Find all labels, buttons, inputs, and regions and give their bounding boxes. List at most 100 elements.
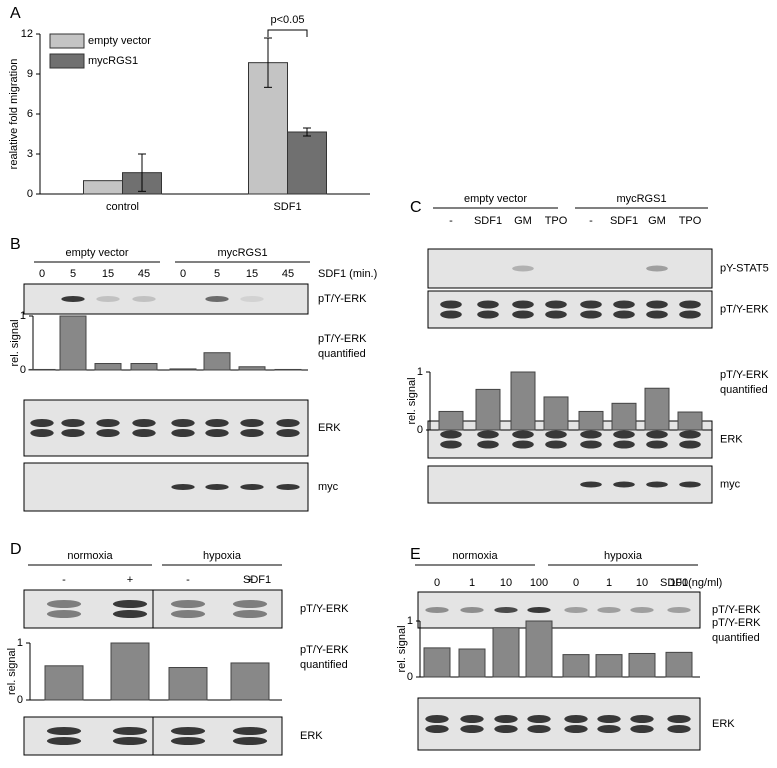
lane-label: 10	[636, 577, 648, 589]
bar	[611, 402, 637, 431]
bar	[492, 627, 520, 678]
blot-band	[646, 440, 668, 449]
group-label: hypoxia	[604, 550, 643, 562]
blot-band	[512, 430, 534, 439]
bar	[168, 667, 208, 701]
blot-band	[613, 310, 635, 319]
blot-band	[170, 737, 206, 745]
blot-band	[440, 300, 462, 309]
y-axis-label: rel. signal	[396, 625, 408, 672]
error-bar	[264, 37, 272, 88]
group-label: empty vector	[464, 193, 527, 205]
x-tick-label: SDF1	[273, 201, 301, 213]
blot-band	[61, 296, 85, 302]
blot-band	[112, 727, 148, 735]
blot-band	[170, 727, 206, 735]
lane-label: 100	[530, 577, 548, 589]
y-axis-label: rel. signal	[6, 648, 18, 695]
blot-band	[477, 300, 499, 309]
blot-band	[667, 607, 691, 613]
sig-bracket	[267, 29, 308, 37]
bar	[510, 371, 536, 431]
legend-swatch	[49, 33, 85, 49]
lane-label: TPO	[679, 215, 702, 227]
blot-band	[679, 310, 701, 319]
blot-band	[580, 300, 602, 309]
bar	[525, 620, 553, 678]
blot-band	[96, 296, 120, 302]
blot-band	[477, 440, 499, 449]
bar	[130, 363, 158, 371]
blot-band	[171, 484, 195, 490]
blot-band	[96, 419, 120, 427]
blot-band	[527, 607, 551, 613]
blot-band	[580, 310, 602, 319]
bar	[230, 662, 270, 701]
blot-band	[667, 725, 691, 733]
lane-label: 0	[434, 577, 440, 589]
y-tick-label: 0	[407, 671, 413, 683]
lane-label: +	[127, 574, 133, 586]
blot-band	[30, 429, 54, 437]
y-tick-label: 12	[21, 28, 33, 40]
bar	[59, 315, 87, 371]
blot-band	[613, 481, 635, 488]
blot-band	[512, 300, 534, 309]
bar	[110, 642, 150, 701]
lane-label: -	[62, 574, 66, 586]
blot-band	[494, 607, 518, 613]
bar	[238, 366, 266, 371]
blot-band	[170, 600, 206, 608]
blot-band	[205, 484, 229, 490]
group-label: mycRGS1	[616, 193, 666, 205]
blot-band	[545, 430, 567, 439]
panel-letter: C	[410, 199, 422, 216]
blot-band	[613, 430, 635, 439]
blot-band	[667, 715, 691, 723]
lane-label: SDF1	[610, 215, 638, 227]
blot-band	[679, 440, 701, 449]
bar	[44, 665, 84, 701]
blot-label: pT/Y-ERK	[300, 603, 349, 615]
legend-label: mycRGS1	[88, 55, 138, 67]
blot-label: pT/Y-ERK	[720, 303, 769, 315]
y-axis-label: rel. signal	[406, 377, 418, 424]
blot-band	[494, 715, 518, 723]
blot-band	[580, 481, 602, 488]
blot-band	[646, 430, 668, 439]
blot-label: myc	[318, 481, 339, 493]
blot-band	[232, 737, 268, 745]
blot-label: pT/Y-ERK	[712, 604, 761, 616]
lane-label: GM	[648, 215, 666, 227]
y-tick-label: 1	[407, 615, 413, 627]
blot-band	[171, 429, 195, 437]
y-axis-label: rel. signal	[9, 319, 21, 366]
blot-band	[276, 429, 300, 437]
panel-letter: D	[10, 541, 22, 558]
blot-band	[440, 440, 462, 449]
group-label: normoxia	[67, 550, 113, 562]
bar	[438, 410, 464, 431]
blot-band	[232, 610, 268, 618]
blot-band	[112, 600, 148, 608]
lane-label: -	[589, 215, 593, 227]
y-tick-label: 1	[17, 637, 23, 649]
blot-band	[527, 725, 551, 733]
legend-label: empty vector	[88, 35, 151, 47]
lane-label: GM	[514, 215, 532, 227]
blot-band	[425, 607, 449, 613]
blot-band	[613, 300, 635, 309]
blot-band	[512, 310, 534, 319]
bar	[83, 180, 123, 195]
bar	[578, 410, 604, 431]
blot-band	[545, 310, 567, 319]
blot	[417, 591, 701, 629]
lane-label: 0	[573, 577, 579, 589]
panel-letter: E	[410, 546, 421, 563]
error-bar	[303, 127, 311, 137]
bar	[169, 368, 197, 371]
lane-label: 5	[214, 268, 220, 280]
lane-label: 0	[39, 268, 45, 280]
